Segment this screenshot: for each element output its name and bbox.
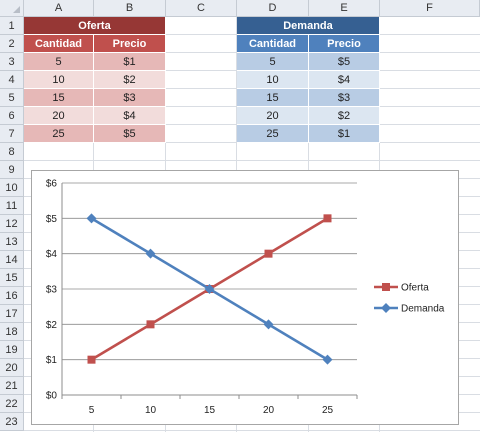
demanda-cantidad-cell[interactable]: 20 bbox=[237, 107, 309, 125]
oferta-precio-cell[interactable]: $3 bbox=[94, 89, 166, 107]
y-tick-label: $5 bbox=[46, 214, 58, 225]
column-header-e[interactable]: E bbox=[309, 0, 380, 17]
demanda-header-precio[interactable]: Precio bbox=[309, 35, 380, 53]
oferta-point bbox=[264, 249, 273, 258]
demanda-point bbox=[204, 284, 215, 294]
column-header-f[interactable]: F bbox=[380, 0, 480, 17]
row-header-17[interactable]: 17 bbox=[0, 305, 24, 323]
demanda-cantidad-cell[interactable]: 15 bbox=[237, 89, 309, 107]
x-tick-label: 20 bbox=[263, 405, 275, 416]
oferta-precio-cell[interactable]: $5 bbox=[94, 125, 166, 143]
row-header-8[interactable]: 8 bbox=[0, 143, 24, 161]
demanda-precio-cell[interactable]: $1 bbox=[309, 125, 380, 143]
demanda-cantidad-cell[interactable]: 25 bbox=[237, 125, 309, 143]
row-header-12[interactable]: 12 bbox=[0, 215, 24, 233]
column-header-c[interactable]: C bbox=[166, 0, 237, 17]
row-header-7[interactable]: 7 bbox=[0, 125, 24, 143]
oferta-cantidad-cell[interactable]: 20 bbox=[24, 107, 94, 125]
legend-label-demanda: Demanda bbox=[401, 304, 445, 315]
demanda-cantidad-cell[interactable]: 5 bbox=[237, 53, 309, 71]
row-header-6[interactable]: 6 bbox=[0, 107, 24, 125]
oferta-precio-cell[interactable]: $4 bbox=[94, 107, 166, 125]
oferta-point bbox=[146, 320, 155, 329]
row-header-9[interactable]: 9 bbox=[0, 161, 24, 179]
demanda-precio-cell[interactable]: $5 bbox=[309, 53, 380, 71]
y-tick-label: $3 bbox=[46, 285, 58, 296]
demanda-precio-cell[interactable]: $2 bbox=[309, 107, 380, 125]
row-header-18[interactable]: 18 bbox=[0, 323, 24, 341]
y-tick-label: $1 bbox=[46, 355, 58, 366]
row-header-16[interactable]: 16 bbox=[0, 287, 24, 305]
oferta-header-precio[interactable]: Precio bbox=[94, 35, 166, 53]
gridline-horizontal bbox=[24, 160, 480, 161]
oferta-point bbox=[87, 355, 96, 364]
y-tick-label: $6 bbox=[46, 179, 58, 190]
select-all-button[interactable] bbox=[0, 0, 24, 17]
row-header-11[interactable]: 11 bbox=[0, 197, 24, 215]
demanda-point bbox=[145, 248, 156, 259]
row-header-23[interactable]: 23 bbox=[0, 413, 24, 431]
legend-label-oferta: Oferta bbox=[401, 283, 429, 294]
row-header-14[interactable]: 14 bbox=[0, 251, 24, 269]
y-tick-label: $0 bbox=[46, 391, 58, 402]
row-header-22[interactable]: 22 bbox=[0, 395, 24, 413]
row-header-13[interactable]: 13 bbox=[0, 233, 24, 251]
oferta-precio-cell[interactable]: $1 bbox=[94, 53, 166, 71]
demanda-precio-cell[interactable]: $3 bbox=[309, 89, 380, 107]
row-header-2[interactable]: 2 bbox=[0, 35, 24, 53]
gridline-horizontal bbox=[24, 430, 480, 431]
row-header-5[interactable]: 5 bbox=[0, 89, 24, 107]
column-header-b[interactable]: B bbox=[94, 0, 166, 17]
x-tick-label: 25 bbox=[322, 405, 334, 416]
row-header-20[interactable]: 20 bbox=[0, 359, 24, 377]
oferta-cantidad-cell[interactable]: 5 bbox=[24, 53, 94, 71]
column-header-d[interactable]: D bbox=[237, 0, 309, 17]
demanda-point bbox=[86, 213, 97, 224]
legend-marker-demanda bbox=[381, 303, 391, 313]
demanda-point bbox=[263, 319, 274, 330]
demanda-title-cell[interactable]: Demanda bbox=[237, 17, 380, 35]
row-header-21[interactable]: 21 bbox=[0, 377, 24, 395]
row-header-15[interactable]: 15 bbox=[0, 269, 24, 287]
oferta-header-cantidad[interactable]: Cantidad bbox=[24, 35, 94, 53]
demanda-cantidad-cell[interactable]: 10 bbox=[237, 71, 309, 89]
demanda-point bbox=[322, 354, 333, 365]
oferta-title-cell[interactable]: Oferta bbox=[24, 17, 166, 35]
y-tick-label: $2 bbox=[46, 320, 58, 331]
demanda-header-cantidad[interactable]: Cantidad bbox=[237, 35, 309, 53]
row-header-10[interactable]: 10 bbox=[0, 179, 24, 197]
oferta-cantidad-cell[interactable]: 25 bbox=[24, 125, 94, 143]
x-tick-label: 5 bbox=[89, 405, 95, 416]
row-header-1[interactable]: 1 bbox=[0, 17, 24, 35]
oferta-precio-cell[interactable]: $2 bbox=[94, 71, 166, 89]
row-header-19[interactable]: 19 bbox=[0, 341, 24, 359]
x-tick-label: 10 bbox=[145, 405, 157, 416]
oferta-cantidad-cell[interactable]: 10 bbox=[24, 71, 94, 89]
oferta-point bbox=[323, 214, 332, 223]
y-tick-label: $4 bbox=[46, 249, 58, 260]
chart-canvas: $0 $1 $2 $3 $4 $5 $6 5 10 15 20 25 Oferta Demanda bbox=[46, 179, 445, 417]
row-header-3[interactable]: 3 bbox=[0, 53, 24, 71]
column-header-a[interactable]: A bbox=[24, 0, 94, 17]
x-tick-label: 15 bbox=[204, 405, 216, 416]
row-header-4[interactable]: 4 bbox=[0, 71, 24, 89]
oferta-cantidad-cell[interactable]: 15 bbox=[24, 89, 94, 107]
legend-marker-oferta bbox=[382, 283, 390, 291]
supply-demand-chart[interactable]: $0 $1 $2 $3 $4 $5 $6 5 10 15 20 25 Oferta Demanda bbox=[31, 170, 459, 425]
demanda-precio-cell[interactable]: $4 bbox=[309, 71, 380, 89]
